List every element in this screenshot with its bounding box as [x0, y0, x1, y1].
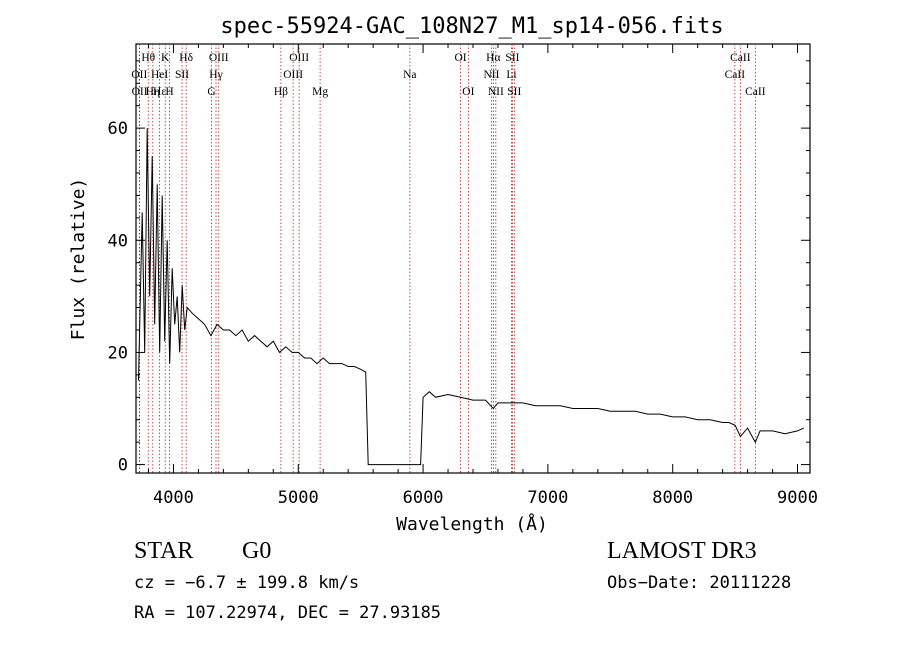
x-tick-label: 5000: [278, 488, 319, 508]
line-label: OIII: [209, 52, 229, 64]
line-label: G: [207, 86, 215, 98]
y-tick-label: 0: [118, 456, 128, 476]
line-label: Na: [403, 69, 416, 81]
line-label: Hη: [146, 86, 160, 98]
x-tick-label: 9000: [777, 488, 818, 508]
y-tick-label: 40: [108, 231, 128, 251]
line-label: Hα: [486, 52, 500, 64]
line-label: OII: [131, 69, 147, 81]
y-axis-label: Flux (relative): [68, 178, 89, 341]
line-label: Hγ: [209, 69, 222, 81]
line-label: H: [165, 86, 173, 98]
y-tick-label: 20: [108, 343, 128, 363]
coordinates: RA = 107.22974, DEC = 27.93185: [134, 603, 442, 623]
line-label: NII: [483, 69, 499, 81]
line-label: OI: [454, 52, 466, 64]
x-tick-label: 7000: [527, 488, 568, 508]
line-label: Hθ: [141, 52, 155, 64]
redshift-cz: cz = −6.7 ± 199.8 km/s: [134, 573, 360, 593]
line-label: Mg: [312, 86, 328, 98]
line-label: K: [161, 52, 170, 64]
x-tick-label: 4000: [153, 488, 194, 508]
line-label: SII: [505, 52, 519, 64]
x-tick-label: 8000: [652, 488, 693, 508]
line-label: Hε: [153, 86, 166, 98]
spectrum-line: [138, 128, 805, 466]
line-label: SII: [507, 86, 521, 98]
object-class: STAR: [134, 538, 194, 564]
object-subclass: G0: [242, 538, 272, 564]
line-label: CaII: [725, 69, 746, 81]
plot-frame: [135, 43, 811, 474]
spectral-line-markers: [138, 44, 756, 473]
line-label: CaII: [745, 86, 766, 98]
line-label: OII: [132, 86, 148, 98]
chart-title: spec-55924-GAC_108N27_M1_sp14-056.fits: [220, 14, 723, 39]
line-label: NII: [488, 86, 504, 98]
line-label: OI: [462, 86, 474, 98]
line-label: OIII: [283, 69, 303, 81]
line-label: CaII: [730, 52, 751, 64]
line-label: HeI: [151, 69, 168, 81]
line-label: Li: [506, 69, 516, 81]
x-axis-label: Wavelength (Å): [396, 513, 548, 535]
line-label: SII: [175, 69, 189, 81]
line-label: Hβ: [274, 86, 288, 98]
x-tick-label: 6000: [403, 488, 444, 508]
y-tick-label: 60: [108, 119, 128, 139]
x-axis-ticks: 4000 5000 6000 7000 8000 9000: [147, 44, 818, 508]
y-axis-ticks: 0 20 40 60: [108, 60, 810, 476]
line-label: OIII: [289, 52, 309, 64]
survey-label: LAMOST DR3: [607, 538, 757, 564]
observation-date: Obs−Date: 20111228: [607, 573, 792, 593]
line-label: Hδ: [179, 52, 193, 64]
